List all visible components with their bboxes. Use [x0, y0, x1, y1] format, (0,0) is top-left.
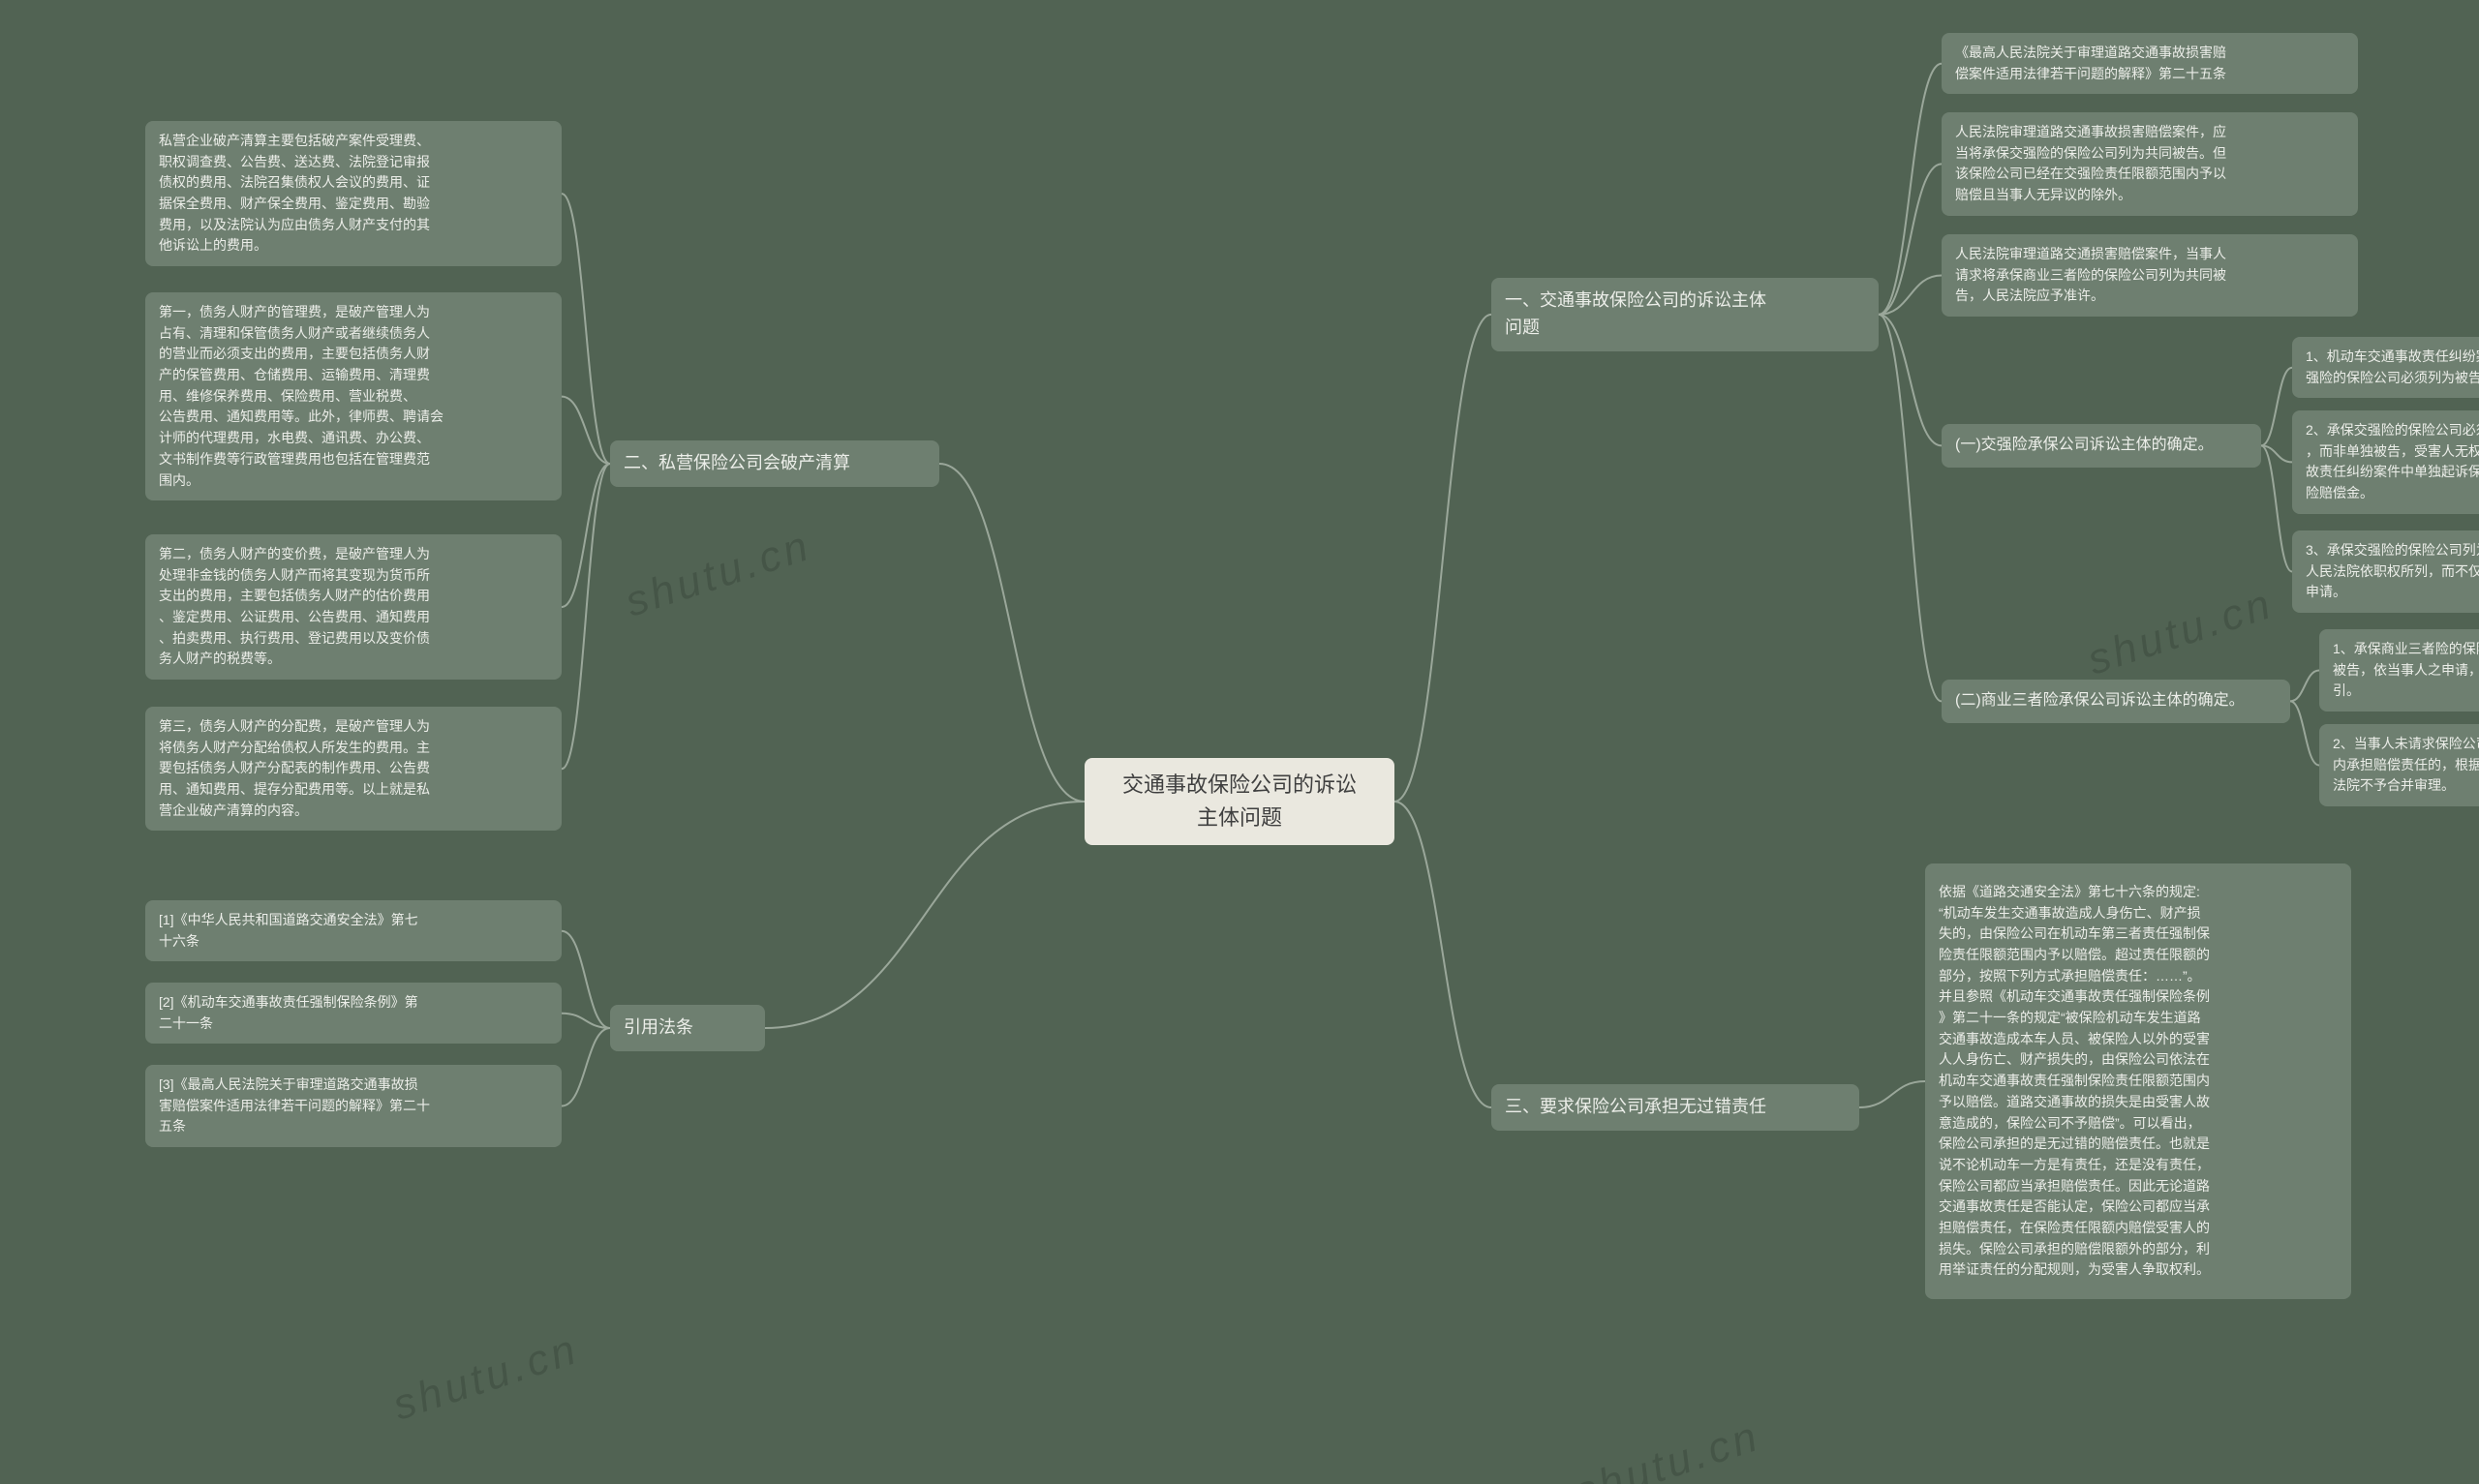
branch-b4[interactable]: 引用法条	[610, 1005, 765, 1051]
node-b1c5a[interactable]: 1、承保商业三者险的保险公司是否列为共同 被告，依当事人之申请，人民法院不得主动…	[2319, 629, 2479, 712]
watermark: shutu.cn	[2082, 580, 2280, 685]
node-b1c4b[interactable]: 2、承保交强险的保险公司必须列为共同被告 ，而非单独被告，受害人无权在机动车交通…	[2292, 410, 2479, 514]
node-label: 引用法条	[624, 1015, 693, 1042]
node-label: 依据《道路交通安全法》第七十六条的规定: “机动车发生交通事故造成人身伤亡、财产…	[1939, 882, 2210, 1281]
node-label: 三、要求保险公司承担无过错责任	[1505, 1094, 1766, 1121]
watermark: shutu.cn	[1569, 1412, 1766, 1484]
node-label: [3]《最高人民法院关于审理道路交通事故损 害赔偿案件适用法律若干问题的解释》第…	[159, 1075, 430, 1137]
node-label: 2、当事人未请求保险公司在商业三者险范围 内承担赔偿责任的，根据不告不理原则，人…	[2333, 734, 2479, 797]
node-b1c4[interactable]: (一)交强险承保公司诉讼主体的确定。	[1942, 424, 2261, 468]
watermark: shutu.cn	[387, 1325, 585, 1431]
node-label: 第三，债务人财产的分配费，是破产管理人为 将债务人财产分配给债权人所发生的费用。…	[159, 716, 430, 821]
node-b2c3[interactable]: 第二，债务人财产的变价费，是破产管理人为 处理非金钱的债务人财产而将其变现为货币…	[145, 534, 562, 680]
node-b2c1[interactable]: 私营企业破产清算主要包括破产案件受理费、 职权调查费、公告费、送达费、法院登记审…	[145, 121, 562, 266]
node-label: 《最高人民法院关于审理道路交通事故损害赔 偿案件适用法律若干问题的解释》第二十五…	[1955, 43, 2226, 84]
node-label: 交通事故保险公司的诉讼 主体问题	[1122, 769, 1357, 834]
node-b3c1[interactable]: 依据《道路交通安全法》第七十六条的规定: “机动车发生交通事故造成人身伤亡、财产…	[1925, 863, 2351, 1299]
node-b1c5b[interactable]: 2、当事人未请求保险公司在商业三者险范围 内承担赔偿责任的，根据不告不理原则，人…	[2319, 724, 2479, 806]
node-b4c1[interactable]: [1]《中华人民共和国道路交通安全法》第七 十六条	[145, 900, 562, 961]
node-label: 人民法院审理道路交通事故损害赔偿案件，应 当将承保交强险的保险公司列为共同被告。…	[1955, 122, 2226, 206]
branch-b3[interactable]: 三、要求保险公司承担无过错责任	[1491, 1084, 1859, 1131]
root-node[interactable]: 交通事故保险公司的诉讼 主体问题	[1085, 758, 1394, 845]
node-label: 一、交通事故保险公司的诉讼主体 问题	[1505, 288, 1766, 342]
node-label: (二)商业三者险承保公司诉讼主体的确定。	[1955, 689, 2245, 713]
node-label: 1、机动车交通事故责任纠纷案件中，承保交 强险的保险公司必须列为被告。	[2306, 347, 2479, 388]
node-label: [2]《机动车交通事故责任强制保险条例》第 二十一条	[159, 992, 418, 1034]
node-label: 二、私营保险公司会破产清算	[624, 450, 850, 477]
node-b1c2[interactable]: 人民法院审理道路交通事故损害赔偿案件，应 当将承保交强险的保险公司列为共同被告。…	[1942, 112, 2358, 216]
node-label: 第二，债务人财产的变价费，是破产管理人为 处理非金钱的债务人财产而将其变现为货币…	[159, 544, 430, 670]
node-label: 第一，债务人财产的管理费，是破产管理人为 占有、清理和保管债务人财产或者继续债务…	[159, 302, 444, 491]
mindmap-canvas: 交通事故保险公司的诉讼 主体问题 一、交通事故保险公司的诉讼主体 问题 《最高人民法…	[0, 0, 2479, 1484]
node-label: (一)交强险承保公司诉讼主体的确定。	[1955, 434, 2214, 458]
node-label: 3、承保交强险的保险公司列为共同被告，是 人民法院依职权所列，而不仅仅是依当事人…	[2306, 540, 2479, 603]
node-label: 人民法院审理道路交通损害赔偿案件，当事人 请求将承保商业三者险的保险公司列为共同…	[1955, 244, 2226, 307]
node-b1c5[interactable]: (二)商业三者险承保公司诉讼主体的确定。	[1942, 680, 2290, 723]
node-label: 1、承保商业三者险的保险公司是否列为共同 被告，依当事人之申请，人民法院不得主动…	[2333, 639, 2479, 702]
node-b4c3[interactable]: [3]《最高人民法院关于审理道路交通事故损 害赔偿案件适用法律若干问题的解释》第…	[145, 1065, 562, 1147]
branch-b1[interactable]: 一、交通事故保险公司的诉讼主体 问题	[1491, 278, 1879, 351]
node-b1c4c[interactable]: 3、承保交强险的保险公司列为共同被告，是 人民法院依职权所列，而不仅仅是依当事人…	[2292, 530, 2479, 613]
node-label: 2、承保交强险的保险公司必须列为共同被告 ，而非单独被告，受害人无权在机动车交通…	[2306, 420, 2479, 504]
node-b4c2[interactable]: [2]《机动车交通事故责任强制保险条例》第 二十一条	[145, 983, 562, 1044]
node-label: [1]《中华人民共和国道路交通安全法》第七 十六条	[159, 910, 418, 952]
watermark: shutu.cn	[620, 522, 817, 627]
node-b2c2[interactable]: 第一，债务人财产的管理费，是破产管理人为 占有、清理和保管债务人财产或者继续债务…	[145, 292, 562, 500]
node-b1c1[interactable]: 《最高人民法院关于审理道路交通事故损害赔 偿案件适用法律若干问题的解释》第二十五…	[1942, 33, 2358, 94]
node-b1c4a[interactable]: 1、机动车交通事故责任纠纷案件中，承保交 强险的保险公司必须列为被告。	[2292, 337, 2479, 398]
node-b2c4[interactable]: 第三，债务人财产的分配费，是破产管理人为 将债务人财产分配给债权人所发生的费用。…	[145, 707, 562, 831]
branch-b2[interactable]: 二、私营保险公司会破产清算	[610, 440, 939, 487]
node-b1c3[interactable]: 人民法院审理道路交通损害赔偿案件，当事人 请求将承保商业三者险的保险公司列为共同…	[1942, 234, 2358, 317]
node-label: 私营企业破产清算主要包括破产案件受理费、 职权调查费、公告费、送达费、法院登记审…	[159, 131, 430, 257]
